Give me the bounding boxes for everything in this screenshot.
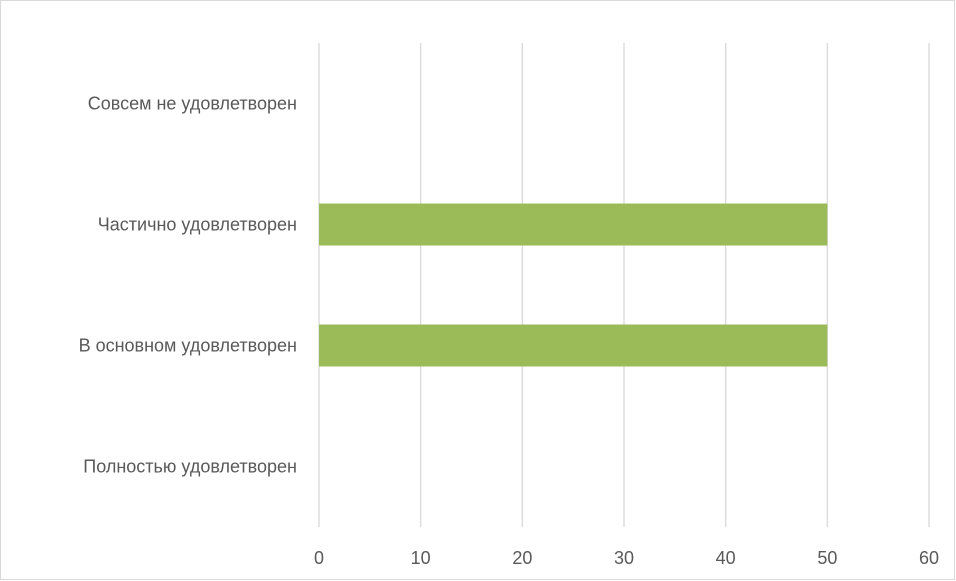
x-tick-labels: 0 10 20 30 40 50 60 bbox=[314, 548, 939, 568]
bars bbox=[319, 203, 828, 367]
x-tick-label: 50 bbox=[817, 548, 837, 568]
x-tick-label: 10 bbox=[411, 548, 431, 568]
x-tick-label: 60 bbox=[919, 548, 939, 568]
x-tick-label: 0 bbox=[314, 548, 324, 568]
category-label: Полностью удовлетворен bbox=[83, 457, 297, 477]
bar bbox=[319, 324, 828, 367]
category-label: Частично удовлетворен bbox=[98, 215, 297, 235]
x-tick-label: 20 bbox=[512, 548, 532, 568]
x-tick-label: 30 bbox=[614, 548, 634, 568]
bar bbox=[319, 203, 828, 246]
category-label: Совсем не удовлетворен bbox=[88, 94, 297, 114]
category-label: В основном удовлетворен bbox=[79, 336, 297, 356]
gridlines bbox=[318, 43, 930, 527]
x-tick-label: 40 bbox=[716, 548, 736, 568]
category-labels: Совсем не удовлетворен Частично удовлетво… bbox=[79, 94, 297, 477]
